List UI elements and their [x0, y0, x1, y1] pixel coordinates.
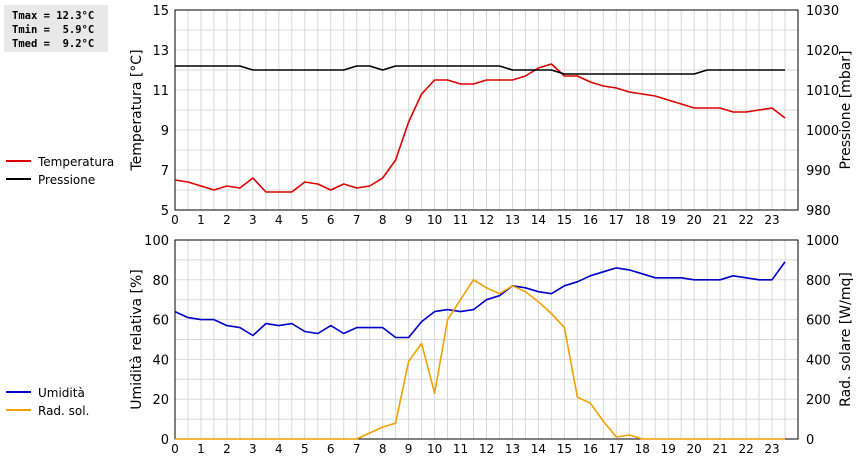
top-x-tick-label: 7	[353, 213, 361, 227]
bottom-x-tick-label: 16	[583, 442, 598, 456]
top-y-tick-label: 9	[161, 124, 169, 139]
bottom-y-tick-label: 0	[161, 433, 169, 448]
bottom-y-tick-label: 80	[152, 274, 169, 289]
top-x-tick-label: 0	[171, 213, 179, 227]
top-x-tick-label: 8	[379, 213, 387, 227]
top-plot-frame	[174, 9, 799, 211]
bottom-y-tick-label: 100	[144, 234, 169, 249]
bottom-y-axis-title: Umidità relativa [%]	[129, 269, 145, 410]
bottom-plot-frame	[174, 239, 799, 440]
top-y-tick-label: 15	[152, 4, 169, 19]
bottom-x-tick-label: 8	[379, 442, 387, 456]
tmax-stat: Tmax = 12.3°C	[12, 10, 95, 22]
top-legend-label-2: Pressione	[38, 173, 95, 187]
top-x-tick-label: 16	[583, 213, 598, 227]
top-x-tick-label: 13	[505, 213, 520, 227]
top-x-tick-label: 21	[712, 213, 727, 227]
bottom-x-tick-label: 4	[275, 442, 283, 456]
bottom-legend-label-1: Umidità	[38, 386, 85, 400]
top-y2-tick-label: 1020	[806, 44, 839, 59]
bottom-x-tick-label: 14	[531, 442, 546, 456]
top-x-tick-label: 9	[405, 213, 413, 227]
top-x-tick-label: 19	[661, 213, 676, 227]
bottom-y2-tick-label: 600	[806, 314, 831, 329]
top-y2-tick-label: 1010	[806, 84, 839, 99]
bottom-series-line-1	[174, 261, 786, 339]
bottom-x-tick-label: 13	[505, 442, 520, 456]
bottom-x-tick-label: 3	[249, 442, 257, 456]
bottom-x-tick-label: 20	[687, 442, 702, 456]
bottom-y2-tick-label: 200	[806, 393, 831, 408]
bottom-y2-tick-label: 1000	[806, 234, 839, 249]
bottom-x-tick-label: 19	[661, 442, 676, 456]
bottom-x-tick-label: 22	[738, 442, 753, 456]
top-x-tick-label: 6	[327, 213, 335, 227]
bottom-y2-tick-label: 0	[806, 433, 814, 448]
bottom-x-tick-label: 2	[223, 442, 231, 456]
bottom-series-line-2	[175, 278, 785, 440]
bottom-x-tick-label: 18	[635, 442, 650, 456]
top-x-tick-label: 1	[197, 213, 205, 227]
bottom-x-tick-label: 21	[712, 442, 727, 456]
top-series-line-1	[174, 63, 786, 193]
top-y2-tick-label: 1000	[806, 124, 839, 139]
top-series-line-2	[175, 65, 785, 75]
top-x-tick-label: 2	[223, 213, 231, 227]
top-y2-axis-title: Pressione [mbar]	[838, 50, 854, 169]
bottom-x-tick-label: 0	[171, 442, 179, 456]
bottom-y-tick-label: 40	[152, 353, 169, 368]
bottom-x-tick-label: 15	[557, 442, 572, 456]
top-x-tick-label: 3	[249, 213, 257, 227]
top-x-tick-label: 18	[635, 213, 650, 227]
bottom-x-tick-label: 7	[353, 442, 361, 456]
top-y-tick-label: 11	[152, 84, 169, 99]
bottom-x-tick-label: 23	[764, 442, 779, 456]
top-x-tick-label: 11	[453, 213, 468, 227]
bottom-y2-tick-label: 400	[806, 353, 831, 368]
top-legend-label-1: Temperatura	[37, 155, 114, 169]
bottom-y2-axis-title: Rad. solare [W/mq]	[838, 272, 854, 407]
bottom-x-tick-label: 5	[301, 442, 309, 456]
top-x-tick-label: 17	[609, 213, 624, 227]
top-y-tick-label: 5	[161, 204, 169, 219]
top-x-tick-label: 12	[479, 213, 494, 227]
top-y-tick-label: 7	[161, 164, 169, 179]
top-x-tick-label: 14	[531, 213, 546, 227]
top-y2-tick-label: 980	[806, 204, 831, 219]
top-x-tick-label: 22	[738, 213, 753, 227]
top-x-tick-label: 4	[275, 213, 283, 227]
top-x-tick-label: 15	[557, 213, 572, 227]
bottom-x-tick-label: 10	[427, 442, 442, 456]
bottom-x-tick-label: 12	[479, 442, 494, 456]
top-y2-tick-label: 990	[806, 164, 831, 179]
top-x-tick-label: 20	[687, 213, 702, 227]
tmed-stat: Tmed = 9.2°C	[12, 38, 95, 50]
bottom-legend-label-2: Rad. sol.	[38, 404, 89, 418]
top-y-tick-label: 13	[152, 44, 169, 59]
top-x-tick-label: 10	[427, 213, 442, 227]
bottom-x-tick-label: 6	[327, 442, 335, 456]
tmin-stat: Tmin = 5.9°C	[12, 24, 95, 36]
top-x-tick-label: 5	[301, 213, 309, 227]
top-x-tick-label: 23	[764, 213, 779, 227]
bottom-y-tick-label: 20	[152, 393, 169, 408]
top-y-axis-title: Temperatura [°C]	[129, 49, 145, 171]
bottom-x-tick-label: 1	[197, 442, 205, 456]
stats-box: Tmax = 12.3°C Tmin = 5.9°C Tmed = 9.2°C	[4, 5, 108, 52]
bottom-y2-tick-label: 800	[806, 274, 831, 289]
bottom-x-tick-label: 11	[453, 442, 468, 456]
bottom-x-tick-label: 17	[609, 442, 624, 456]
bottom-x-tick-label: 9	[405, 442, 413, 456]
top-y2-tick-label: 1030	[806, 4, 839, 19]
bottom-y-tick-label: 60	[152, 314, 169, 329]
